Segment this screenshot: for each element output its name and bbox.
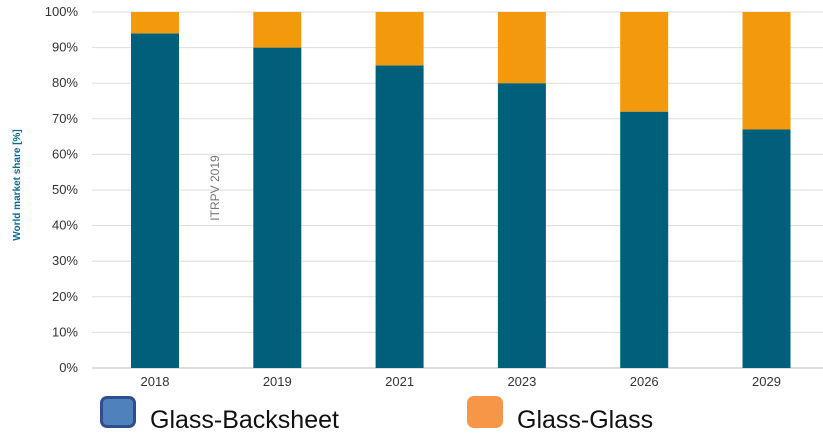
gridlines [92, 11, 823, 369]
legend-item-glass-glass: Glass-Glass [467, 396, 653, 434]
y-tick-label: 0% [59, 360, 78, 375]
bar-glass-glass-2026 [620, 12, 669, 112]
x-tick-label: 2023 [507, 374, 536, 389]
legend-label-glass-glass: Glass-Glass [517, 405, 654, 434]
y-tick-label: 100% [45, 4, 79, 19]
y-tick-label: 80% [52, 75, 78, 90]
bar-glass-glass-2029 [742, 12, 791, 130]
legend-label-glass-backsheet: Glass-Backsheet [150, 405, 339, 434]
legend-swatch-glass-glass [467, 396, 503, 428]
y-tick-label: 40% [52, 218, 78, 233]
y-axis-ticks: 0% 10% 20% 30% 40% 50% 60% 70% 80% 90% 100% [45, 4, 79, 375]
y-tick-label: 20% [52, 289, 78, 304]
bars [131, 12, 791, 369]
y-tick-label: 50% [52, 182, 78, 197]
legend-item-glass-backsheet: Glass-Backsheet [100, 396, 339, 434]
bar-glass-backsheet-2023 [497, 83, 546, 368]
y-axis-label: World market share [%] [12, 129, 23, 241]
bar-glass-backsheet-2026 [620, 111, 669, 369]
bar-glass-glass-2021 [375, 12, 424, 66]
x-tick-label: 2018 [141, 374, 170, 389]
x-tick-label: 2029 [752, 374, 781, 389]
bar-glass-backsheet-2029 [742, 129, 791, 368]
bar-glass-backsheet-2018 [131, 33, 179, 369]
y-tick-label: 70% [52, 111, 78, 126]
y-tick-label: 30% [52, 253, 78, 268]
x-axis-ticks: 2018 2019 2021 2023 2026 2029 [141, 374, 781, 389]
x-tick-label: 2026 [630, 374, 659, 389]
bar-glass-backsheet-2021 [375, 65, 424, 369]
y-tick-label: 90% [52, 40, 78, 55]
itrpv-annotation: ITRPV 2019 [208, 155, 222, 221]
y-tick-label: 10% [52, 324, 78, 339]
legend: Glass-Backsheet Glass-Glass [0, 396, 823, 446]
bar-glass-glass-2023 [497, 12, 546, 84]
x-tick-label: 2021 [385, 374, 414, 389]
bar-glass-glass-2018 [131, 12, 179, 34]
bar-glass-backsheet-2019 [253, 47, 302, 368]
y-tick-label: 60% [52, 146, 78, 161]
bar-chart: 0%10%20%30%40%50%60%70%80%90%100% 2018 20… [12, 4, 823, 389]
x-tick-label: 2019 [263, 374, 292, 389]
bar-glass-glass-2019 [253, 12, 302, 48]
legend-swatch-glass-backsheet [100, 396, 136, 428]
